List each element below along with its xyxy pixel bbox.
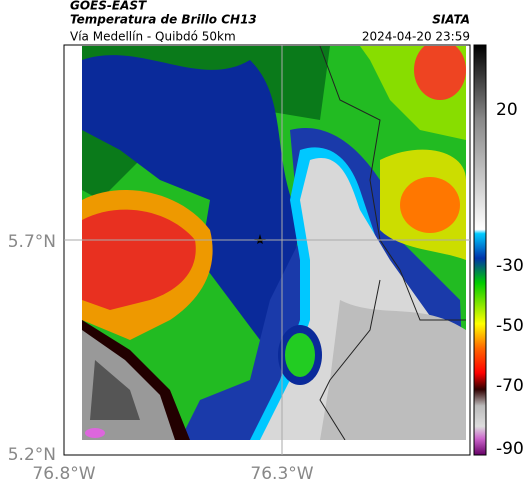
title: Temperatura de Brillo CH13 <box>70 13 257 27</box>
lat-label: 5.7°N <box>8 232 56 252</box>
lon-label: 76.8°W <box>32 464 95 484</box>
lon-label: 76.3°W <box>250 464 313 484</box>
colorbar-label: -90 <box>496 439 524 459</box>
colorbar-label: -30 <box>496 256 524 276</box>
subtitle: Vía Medellín - Quibdó 50km <box>70 30 236 44</box>
datetime: 2024-04-20 23:59 <box>362 30 470 44</box>
brightness-field <box>82 46 466 440</box>
colorbar-label: 20 <box>496 100 518 120</box>
source: GOES-EAST <box>70 0 147 13</box>
lat-label: 5.2°N <box>8 445 56 465</box>
agency: SIATA <box>432 13 470 27</box>
colorbar <box>473 44 487 456</box>
colorbar-label: -70 <box>496 376 524 396</box>
colorbar-label: -50 <box>496 316 524 336</box>
